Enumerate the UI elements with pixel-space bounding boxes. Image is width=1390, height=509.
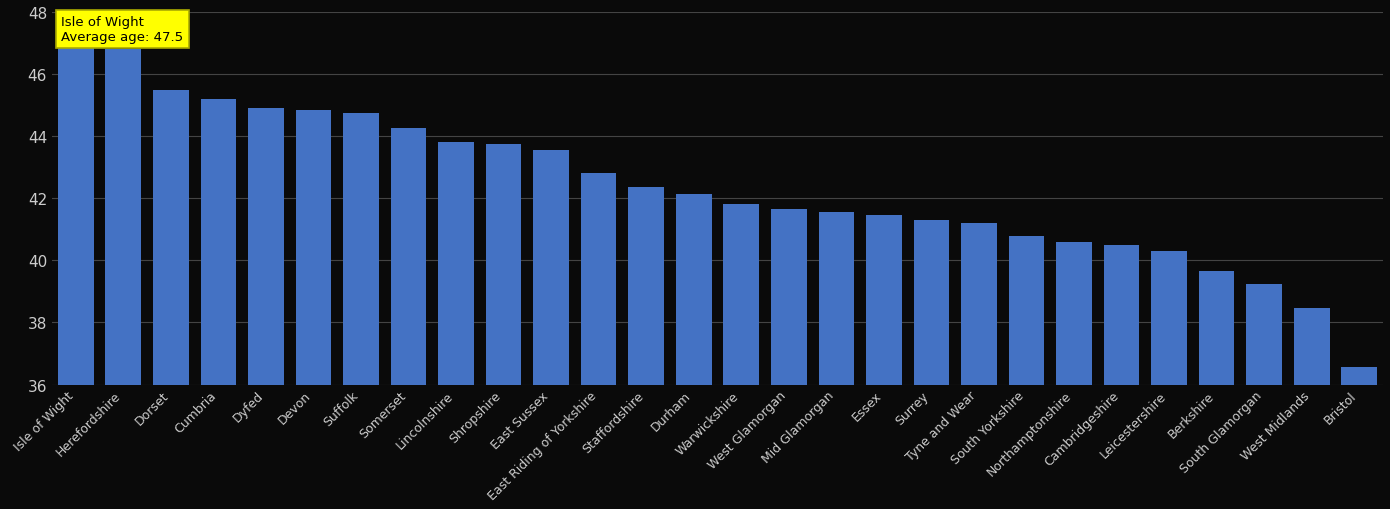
Bar [676,194,712,385]
Bar [1341,368,1377,385]
Bar [106,50,142,385]
Bar [200,100,236,385]
Bar [1151,251,1187,385]
Bar [343,114,379,385]
Bar [485,145,521,385]
Bar [913,220,949,385]
Bar [1198,272,1234,385]
Bar [960,223,997,385]
Bar [391,129,427,385]
Bar [581,174,617,385]
Bar [58,29,93,385]
Bar [153,91,189,385]
Bar [247,109,284,385]
Bar [1247,284,1282,385]
Bar [534,151,569,385]
Bar [628,188,664,385]
Bar [1056,242,1093,385]
Bar [438,143,474,385]
Text: Isle of Wight
Average age: 47.5: Isle of Wight Average age: 47.5 [61,16,183,44]
Bar [296,110,331,385]
Bar [723,205,759,385]
Bar [866,216,902,385]
Bar [819,213,855,385]
Bar [771,210,806,385]
Bar [1104,245,1140,385]
Bar [1009,236,1044,385]
Bar [1294,309,1330,385]
